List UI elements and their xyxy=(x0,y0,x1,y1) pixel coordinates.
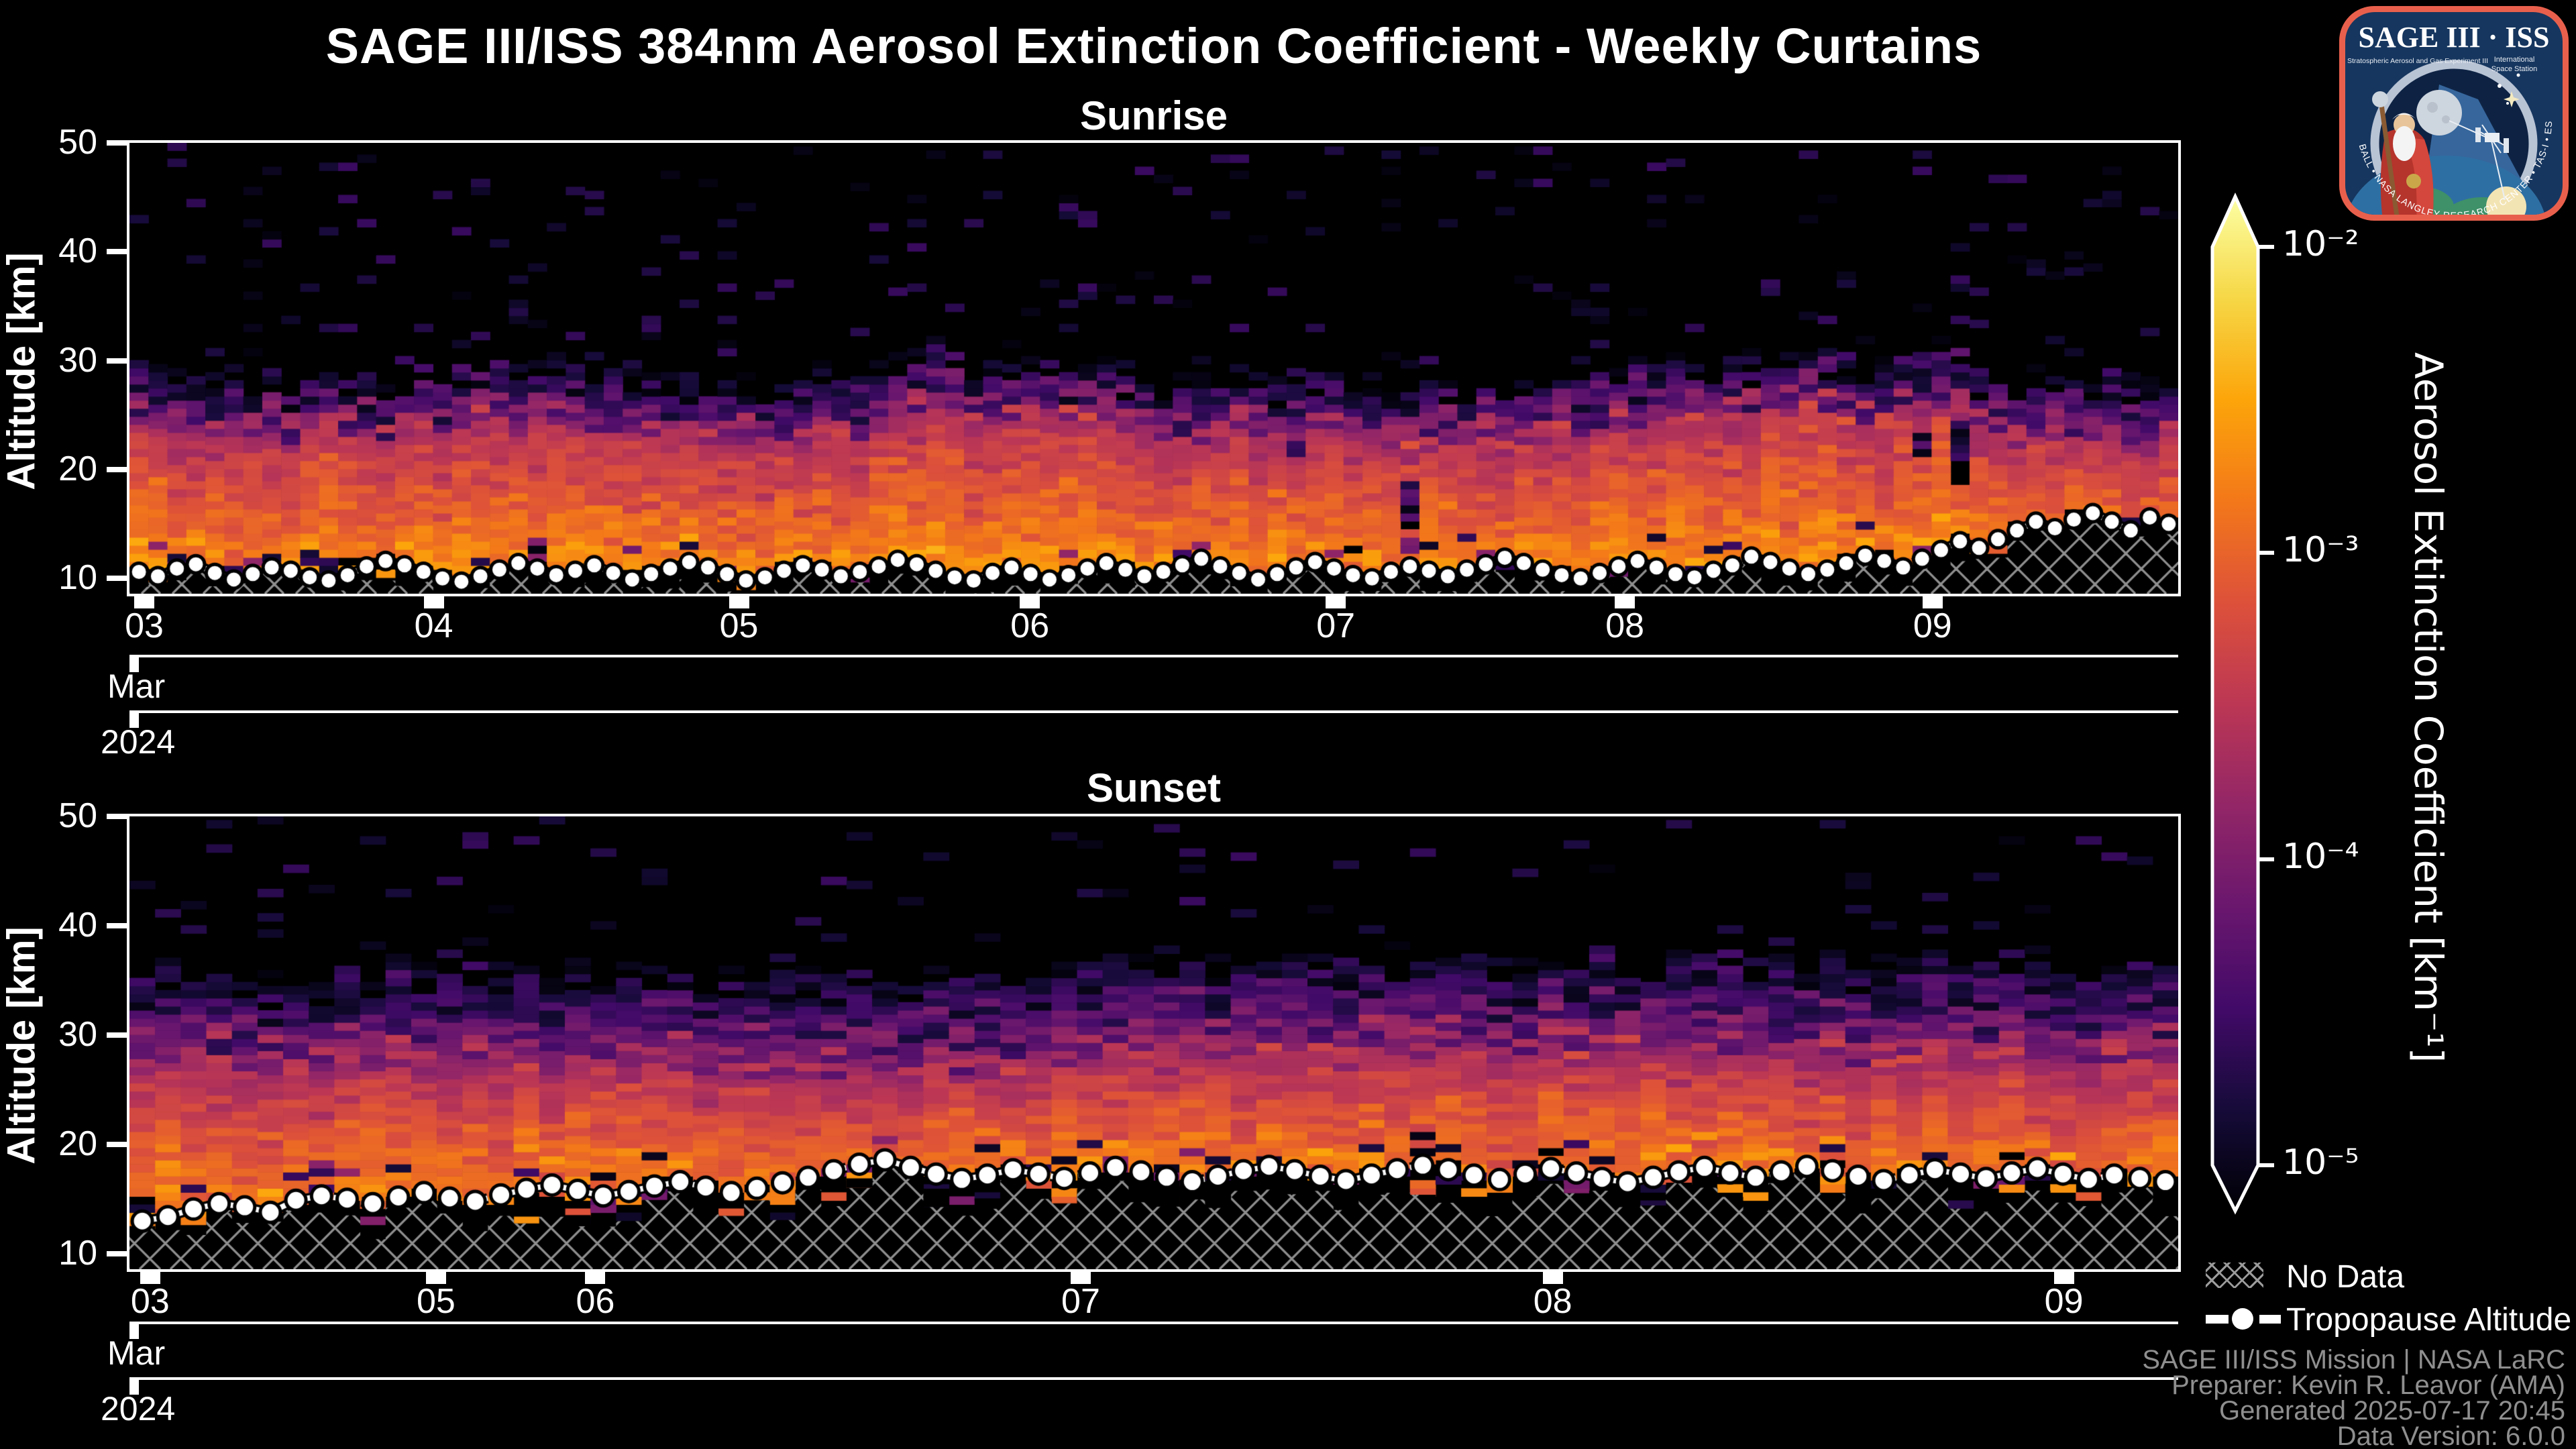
sunset-subplot-title: Sunset xyxy=(1086,765,1222,810)
attribution-preparer: Preparer: Kevin R. Leavor (AMA) xyxy=(2171,1371,2565,1400)
attribution-block: SAGE III/ISS Mission | NASA LaRC Prepare… xyxy=(2142,1345,2565,1449)
y-tick-label: 30 xyxy=(58,1015,97,1055)
sage-iss-mission-patch-logo: BALL • NASA LANGLEY RESEARCH CENTER • TA… xyxy=(2339,6,2569,221)
y-tick-label: 50 xyxy=(58,123,97,162)
moon-crater xyxy=(2442,115,2450,123)
moon xyxy=(2416,90,2462,136)
colorbar-tick-mark xyxy=(2258,245,2274,249)
month-axis-label: Mar xyxy=(107,667,166,705)
colorbar-tick-label: 10⁻⁴ xyxy=(2282,836,2359,877)
x-tick-label: 09 xyxy=(1913,606,1952,645)
year-axis-line xyxy=(129,1377,2178,1380)
x-tick-label: 09 xyxy=(2044,1282,2084,1321)
year-axis-label: 2024 xyxy=(101,723,176,761)
colorbar-tick-label: 10⁻² xyxy=(2282,224,2359,264)
colorbar-axis-label: Aerosol Extinction Coefficient [km⁻¹] xyxy=(2406,352,2451,1063)
x-tick-label: 05 xyxy=(416,1282,455,1321)
no-data-legend-label: No Data xyxy=(2286,1259,2405,1295)
x-tick-mark xyxy=(1922,596,1943,608)
year-axis-label: 2024 xyxy=(101,1390,176,1428)
colorbar-tick-mark xyxy=(2258,1163,2274,1167)
x-tick-mark xyxy=(1070,1272,1091,1284)
attribution-generated: Generated 2025-07-17 20:45 xyxy=(2219,1396,2565,1426)
y-tick-mark xyxy=(107,1251,127,1257)
x-tick-mark xyxy=(729,596,749,608)
attribution-data-version: Data Version: 6.0.0 xyxy=(2337,1421,2565,1449)
no-data-legend-swatch xyxy=(2206,1263,2263,1288)
x-tick-label: 06 xyxy=(576,1282,615,1321)
wizard xyxy=(2372,91,2434,215)
x-tick-label: 06 xyxy=(1010,606,1050,645)
colorbar-tick-label: 10⁻⁵ xyxy=(2282,1142,2359,1183)
x-tick-label: 07 xyxy=(1316,606,1356,645)
patch-subtitle-right-1: International xyxy=(2494,56,2535,64)
y-tick-label: 40 xyxy=(58,906,97,945)
tropopause-legend-label: Tropopause Altitude xyxy=(2286,1302,2572,1338)
x-tick-mark xyxy=(1615,596,1635,608)
month-axis-line xyxy=(129,655,2178,657)
x-tick-label: 07 xyxy=(1061,1282,1100,1321)
sunrise-curtain-heatmap xyxy=(129,143,2178,594)
sunrise-subplot-title: Sunrise xyxy=(1079,93,1228,138)
y-tick-label: 30 xyxy=(58,340,97,380)
x-tick-mark xyxy=(1020,596,1040,608)
y-tick-label: 10 xyxy=(58,1234,97,1273)
x-tick-mark xyxy=(140,1272,160,1284)
sun xyxy=(2486,186,2526,215)
colorbar-tick-mark xyxy=(2258,551,2274,555)
x-tick-mark xyxy=(423,596,444,608)
y-tick-label: 40 xyxy=(58,231,97,271)
y-tick-mark xyxy=(107,814,127,819)
patch-title: SAGE III · ISS xyxy=(2359,21,2550,54)
x-tick-label: 03 xyxy=(130,1282,170,1321)
x-tick-label: 04 xyxy=(414,606,453,645)
colorbar-tick-label: 10⁻³ xyxy=(2282,530,2359,571)
month-axis-tick xyxy=(129,655,139,672)
y-tick-mark xyxy=(107,923,127,929)
y-tick-mark xyxy=(107,358,127,364)
patch-subtitle-right-2: Space Station xyxy=(2491,65,2538,73)
page-title: SAGE III/ISS 384nm Aerosol Extinction Co… xyxy=(325,18,1982,74)
iss-silhouette xyxy=(2449,120,2509,201)
moon-crater xyxy=(2427,102,2438,113)
sunset-plot-frame xyxy=(127,814,2181,1272)
year-axis-tick xyxy=(129,710,139,728)
y-tick-mark xyxy=(107,466,127,472)
x-tick-mark xyxy=(133,596,154,608)
attribution-mission: SAGE III/ISS Mission | NASA LaRC xyxy=(2142,1345,2565,1375)
sunrise-plot-frame xyxy=(127,140,2181,596)
y-tick-mark xyxy=(107,576,127,582)
x-tick-label: 03 xyxy=(125,606,164,645)
x-tick-mark xyxy=(1542,1272,1563,1284)
y-tick-label: 20 xyxy=(58,449,97,488)
month-axis-tick xyxy=(129,1322,139,1339)
y-tick-mark xyxy=(107,1032,127,1038)
stars xyxy=(2498,73,2520,107)
month-axis-line xyxy=(129,1322,2178,1324)
x-tick-mark xyxy=(585,1272,606,1284)
x-tick-mark xyxy=(1326,596,1346,608)
patch-subtitle-left: Stratospheric Aerosol and Gas Experiment… xyxy=(2347,57,2488,65)
month-axis-label: Mar xyxy=(107,1334,166,1372)
x-tick-mark xyxy=(2053,1272,2074,1284)
x-tick-mark xyxy=(425,1272,446,1284)
year-axis-line xyxy=(129,710,2178,713)
colorbar-gradient-bar xyxy=(2210,192,2260,1215)
y-tick-mark xyxy=(107,1142,127,1148)
colorbar xyxy=(2210,192,2260,1215)
year-axis-tick xyxy=(129,1377,139,1395)
y-tick-mark xyxy=(107,140,127,146)
x-tick-label: 05 xyxy=(719,606,759,645)
x-tick-label: 08 xyxy=(1533,1282,1572,1321)
colorbar-tick-mark xyxy=(2258,857,2274,861)
y-tick-label: 10 xyxy=(58,558,97,598)
tropopause-legend-icon xyxy=(2206,1308,2281,1330)
y-tick-mark xyxy=(107,249,127,255)
y-tick-label: 20 xyxy=(58,1124,97,1164)
x-tick-label: 08 xyxy=(1605,606,1645,645)
sunset-curtain-heatmap xyxy=(129,816,2178,1269)
y-tick-label: 50 xyxy=(58,796,97,835)
